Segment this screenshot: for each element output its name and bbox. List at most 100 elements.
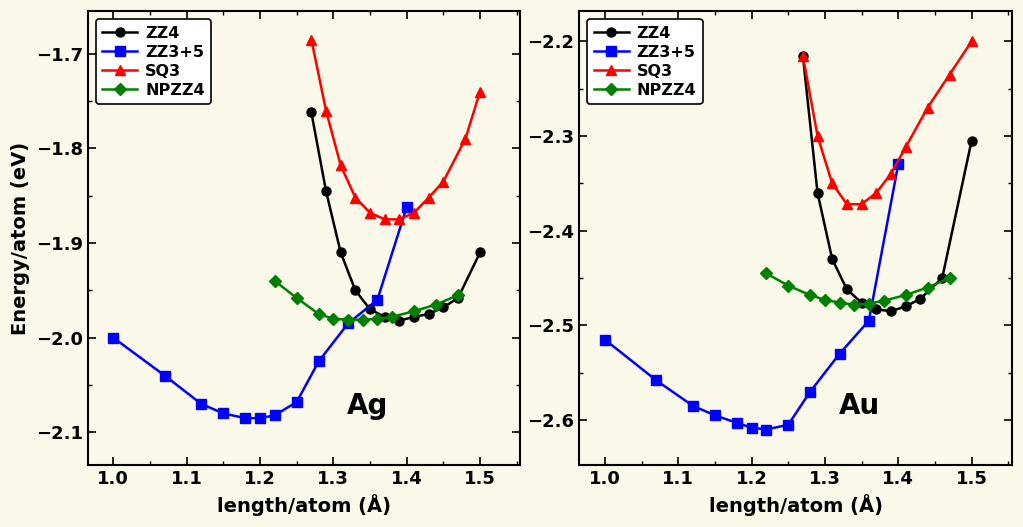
ZZ4 xyxy=(871,306,883,313)
ZZ4 xyxy=(320,188,332,194)
ZZ3+5 xyxy=(159,373,171,379)
ZZ3+5 xyxy=(401,204,413,210)
NPZZ4 xyxy=(291,295,303,301)
SQ3 xyxy=(855,201,868,208)
SQ3 xyxy=(320,108,332,114)
ZZ4 xyxy=(474,249,486,256)
ZZ3+5 xyxy=(291,399,303,405)
NPZZ4 xyxy=(386,314,398,320)
SQ3 xyxy=(797,53,809,59)
SQ3 xyxy=(826,180,838,187)
NPZZ4 xyxy=(834,299,846,306)
NPZZ4 xyxy=(452,292,464,298)
SQ3 xyxy=(437,178,449,184)
NPZZ4 xyxy=(878,298,890,304)
Text: Ag: Ag xyxy=(347,392,389,420)
NPZZ4 xyxy=(430,301,442,308)
NPZZ4 xyxy=(943,275,955,281)
SQ3 xyxy=(459,136,472,142)
SQ3 xyxy=(349,194,361,201)
Legend: ZZ4, ZZ3+5, SQ3, NPZZ4: ZZ4, ZZ3+5, SQ3, NPZZ4 xyxy=(95,19,211,104)
NPZZ4 xyxy=(922,285,934,291)
NPZZ4 xyxy=(408,308,420,314)
ZZ3+5 xyxy=(686,403,699,409)
ZZ3+5 xyxy=(239,415,252,421)
SQ3 xyxy=(966,38,978,45)
ZZ3+5 xyxy=(892,161,904,168)
ZZ3+5 xyxy=(107,335,120,341)
ZZ4 xyxy=(885,308,897,314)
NPZZ4 xyxy=(804,292,816,298)
SQ3 xyxy=(474,89,486,95)
ZZ4 xyxy=(422,311,435,317)
SQ3 xyxy=(899,144,911,151)
ZZ4 xyxy=(841,286,853,292)
SQ3 xyxy=(922,104,934,111)
SQ3 xyxy=(393,216,405,222)
ZZ4 xyxy=(936,275,948,281)
SQ3 xyxy=(408,210,420,216)
SQ3 xyxy=(379,216,391,222)
NPZZ4 xyxy=(327,316,340,322)
ZZ4 xyxy=(393,317,405,324)
Line: SQ3: SQ3 xyxy=(798,37,976,209)
SQ3 xyxy=(422,194,435,201)
ZZ4 xyxy=(364,306,376,313)
NPZZ4 xyxy=(818,297,831,303)
NPZZ4 xyxy=(848,301,860,308)
SQ3 xyxy=(335,162,347,169)
ZZ4 xyxy=(408,314,420,320)
ZZ3+5 xyxy=(342,320,354,327)
Text: Au: Au xyxy=(839,392,880,420)
X-axis label: length/atom (Å): length/atom (Å) xyxy=(709,494,883,516)
Legend: ZZ4, ZZ3+5, SQ3, NPZZ4: ZZ4, ZZ3+5, SQ3, NPZZ4 xyxy=(587,19,703,104)
SQ3 xyxy=(943,71,955,77)
ZZ4 xyxy=(899,304,911,310)
X-axis label: length/atom (Å): length/atom (Å) xyxy=(217,494,391,516)
NPZZ4 xyxy=(371,316,384,322)
Line: ZZ3+5: ZZ3+5 xyxy=(108,202,411,423)
SQ3 xyxy=(811,133,824,139)
NPZZ4 xyxy=(782,282,794,289)
ZZ3+5 xyxy=(195,401,208,407)
ZZ3+5 xyxy=(254,415,266,421)
ZZ3+5 xyxy=(268,412,280,418)
ZZ4 xyxy=(915,296,927,302)
ZZ3+5 xyxy=(834,350,846,357)
ZZ4 xyxy=(379,314,391,320)
NPZZ4 xyxy=(313,311,325,317)
Line: ZZ4: ZZ4 xyxy=(307,108,485,325)
ZZ4 xyxy=(966,138,978,144)
ZZ4 xyxy=(452,295,464,301)
Line: NPZZ4: NPZZ4 xyxy=(762,269,954,309)
ZZ3+5 xyxy=(760,426,772,433)
ZZ3+5 xyxy=(804,388,816,395)
ZZ3+5 xyxy=(862,317,875,324)
NPZZ4 xyxy=(268,278,280,284)
NPZZ4 xyxy=(899,292,911,298)
ZZ4 xyxy=(437,304,449,310)
Line: NPZZ4: NPZZ4 xyxy=(270,276,462,324)
ZZ3+5 xyxy=(217,410,229,416)
ZZ4 xyxy=(335,249,347,256)
NPZZ4 xyxy=(342,317,354,323)
Line: ZZ4: ZZ4 xyxy=(798,51,976,316)
NPZZ4 xyxy=(357,317,369,323)
Line: SQ3: SQ3 xyxy=(307,35,485,224)
ZZ3+5 xyxy=(782,422,794,428)
ZZ4 xyxy=(797,53,809,59)
SQ3 xyxy=(841,201,853,208)
ZZ3+5 xyxy=(709,412,721,418)
Line: ZZ3+5: ZZ3+5 xyxy=(601,160,902,434)
NPZZ4 xyxy=(862,300,875,307)
SQ3 xyxy=(364,210,376,216)
Y-axis label: Energy/atom (eV): Energy/atom (eV) xyxy=(11,142,30,335)
ZZ4 xyxy=(855,299,868,306)
ZZ3+5 xyxy=(650,377,662,384)
ZZ4 xyxy=(811,190,824,196)
ZZ3+5 xyxy=(371,297,384,303)
ZZ4 xyxy=(349,287,361,294)
ZZ3+5 xyxy=(313,358,325,365)
ZZ3+5 xyxy=(598,336,611,343)
SQ3 xyxy=(871,190,883,196)
